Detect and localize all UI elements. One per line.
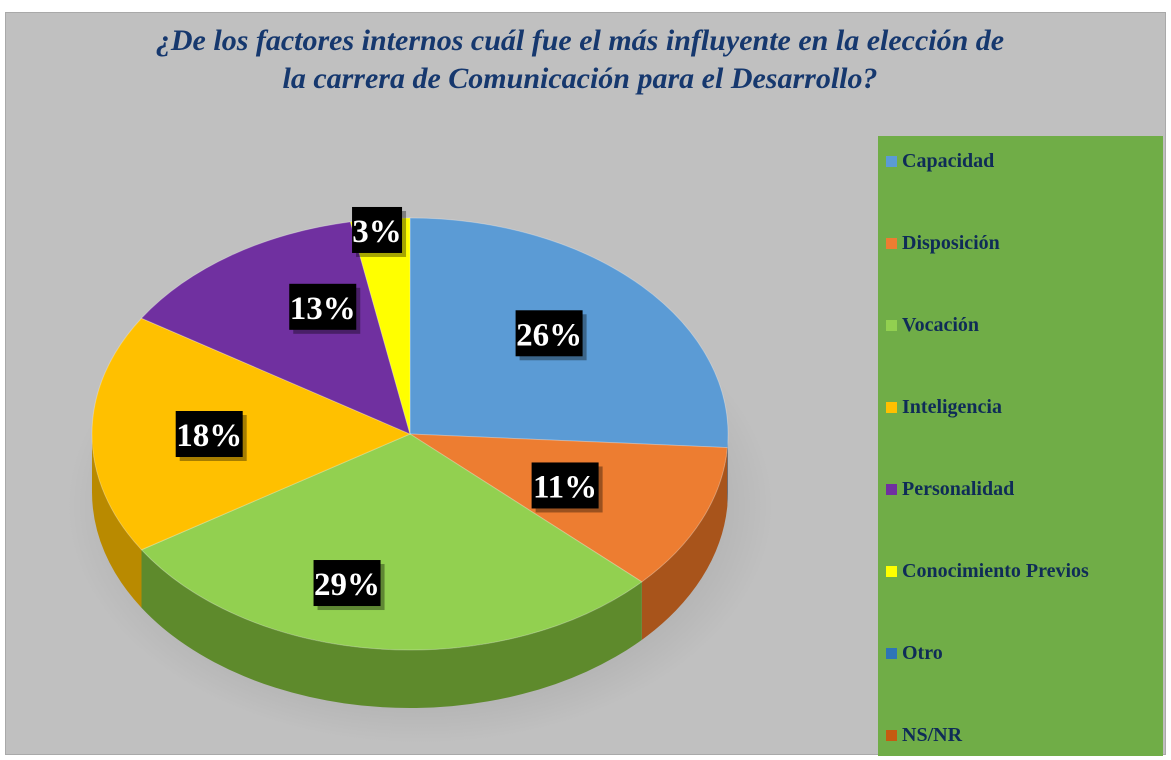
pie-slice-inteligencia — [91, 317, 412, 551]
pie-side-capacidad — [727, 434, 728, 506]
legend-swatch — [886, 648, 897, 659]
legend-label: Disposición — [902, 232, 1000, 254]
data-label-disposicion: 11% — [533, 469, 597, 505]
chart-title-line-1: ¿De los factores internos cuál fue el má… — [155, 24, 1005, 57]
chart-legend: Capacidad Disposición Vocación Inteligencia… — [878, 136, 1163, 756]
pie-slice-personalidad — [140, 221, 411, 435]
legend-label: NS/NR — [902, 724, 963, 746]
legend-label: Conocimiento Previos — [902, 560, 1089, 582]
pie-side-vocacion — [141, 549, 642, 708]
data-label-capacidad: 26% — [516, 317, 582, 353]
legend-swatch — [886, 238, 897, 249]
legend-item-ns-nr: NS/NR — [886, 724, 962, 747]
data-label-box-disposicion — [531, 462, 599, 509]
data-label-box-inteligencia — [175, 411, 243, 457]
chart-title-line-2: la carrera de Comunicación para el Desar… — [282, 62, 878, 95]
pie-side-inteligencia — [92, 434, 142, 608]
legend-label: Otro — [902, 642, 943, 664]
legend-swatch — [886, 402, 897, 413]
data-label-box-conocimiento-previos — [352, 206, 403, 253]
legend-item-conocimiento-previos: Conocimiento Previos — [886, 560, 1089, 583]
legend-swatch — [886, 730, 897, 741]
legend-item-inteligencia: Inteligencia — [886, 396, 1002, 419]
legend-item-disposicion: Disposición — [886, 232, 1000, 255]
data-label-personalidad: 13% — [290, 291, 356, 327]
data-label-inteligencia: 18% — [176, 418, 242, 454]
legend-label: Personalidad — [902, 478, 1015, 500]
data-label-box-vocacion — [313, 560, 381, 607]
legend-swatch — [886, 320, 897, 331]
legend-label: Capacidad — [902, 150, 995, 172]
data-label-box-personalidad — [289, 283, 357, 330]
pie-side-disposicion — [641, 447, 728, 640]
chart-title: ¿De los factores internos cuál fue el má… — [60, 22, 1100, 98]
legend-item-capacidad: Capacidad — [886, 150, 994, 173]
data-label-conocimiento-previos: 3% — [352, 214, 402, 250]
legend-swatch — [886, 484, 897, 495]
legend-label: Vocación — [902, 314, 980, 336]
legend-item-vocacion: Vocación — [886, 314, 979, 337]
pie-slice-vocacion — [140, 433, 643, 651]
legend-swatch — [886, 156, 897, 167]
data-label-vocacion: 29% — [314, 567, 380, 603]
legend-swatch — [886, 566, 897, 577]
legend-label: Inteligencia — [902, 396, 1002, 418]
data-label-box-capacidad — [515, 310, 583, 357]
legend-item-personalidad: Personalidad — [886, 478, 1014, 501]
legend-item-otro: Otro — [886, 642, 943, 665]
